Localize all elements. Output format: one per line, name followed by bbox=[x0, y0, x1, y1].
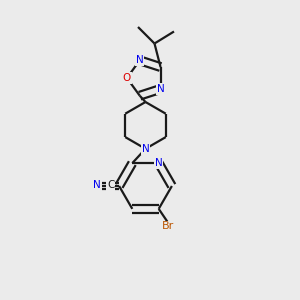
Text: C: C bbox=[107, 180, 114, 190]
Text: N: N bbox=[142, 144, 149, 154]
Text: N: N bbox=[155, 158, 163, 168]
Text: Br: Br bbox=[162, 221, 174, 232]
Text: N: N bbox=[136, 55, 144, 65]
Text: N: N bbox=[93, 180, 101, 190]
Text: N: N bbox=[157, 84, 164, 94]
Text: O: O bbox=[123, 73, 131, 83]
